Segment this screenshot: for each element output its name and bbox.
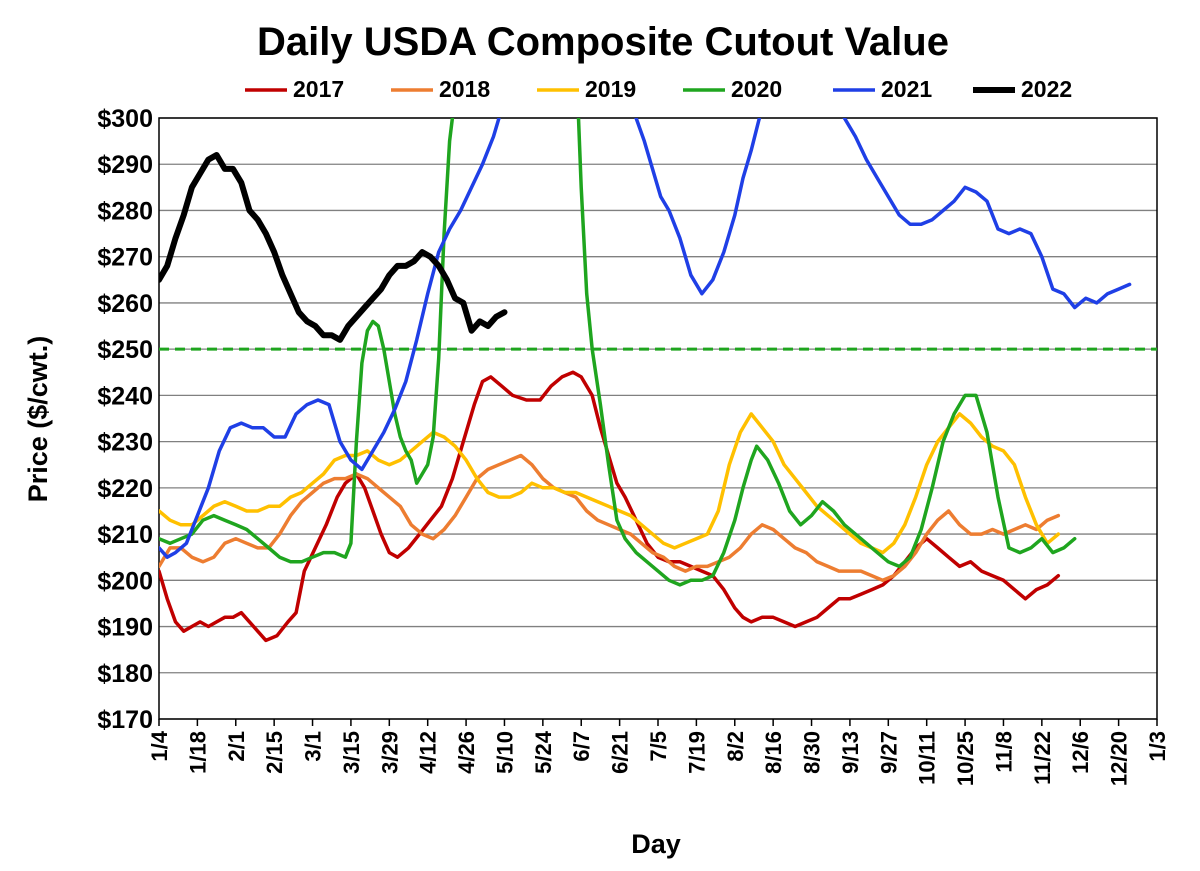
x-tick-label: 7/5 [646,731,671,762]
series-line-2020 [159,118,455,564]
y-axis-ticks: $170 $180 $190 $200 $210 $220 $230 $240 $250 $260… [97,105,153,734]
y-tick-label: $220 [97,475,153,503]
x-tick-label: 9/27 [876,731,901,774]
x-tick-label: 3/29 [377,731,402,774]
x-tick-label: 8/16 [761,731,786,774]
x-tick-label: 3/1 [301,731,326,762]
plot-area [158,117,1158,720]
x-tick-label: 1/18 [185,731,210,774]
x-tick-label: 5/10 [493,731,518,774]
y-tick-label: $200 [97,567,153,595]
legend-label: 2020 [731,76,782,102]
y-tick-label: $170 [97,706,153,734]
y-tick-label: $180 [97,660,153,688]
y-tick-label: $280 [97,197,153,225]
legend: 2017 2018 2019 2020 2021 2022 [245,76,1072,102]
x-axis-ticks: 1/4 1/18 2/1 2/15 3/1 3/15 3/29 4/12 4/26 5/10 5/2… [147,719,1170,786]
x-tick-label: 1/3 [1145,731,1170,762]
legend-item-2018: 2018 [391,76,490,102]
y-tick-label: $260 [97,290,153,318]
series-line-2022 [159,152,508,343]
x-tick-label: 9/13 [838,731,863,774]
x-tick-label: 8/30 [800,731,825,774]
x-tick-label: 10/11 [915,731,940,785]
x-tick-label: 3/15 [339,731,364,774]
legend-label: 2018 [439,76,490,102]
plot-border [158,117,1158,720]
legend-label: 2019 [585,76,636,102]
x-tick-label: 6/7 [569,731,594,762]
x-tick-label: 5/24 [531,730,556,774]
legend-label: 2017 [293,76,344,102]
y-tick-label: $240 [97,382,153,410]
y-axis-label: Price ($/cwt.) [23,336,53,503]
legend-item-2017: 2017 [245,76,344,102]
series-line-2019 [159,412,1061,555]
legend-label: 2022 [1021,76,1072,102]
x-tick-label: 12/6 [1068,731,1093,774]
x-tick-label: 11/22 [1030,731,1055,785]
series-lines [159,118,1132,643]
series-line-2020-part-2 [576,118,1077,587]
x-tick-label: 4/12 [416,731,441,774]
y-tick-label: $300 [97,105,153,133]
legend-label: 2021 [881,76,932,102]
y-tick-label: $230 [97,429,153,457]
y-tick-label: $290 [97,151,153,179]
legend-item-2019: 2019 [537,76,636,102]
x-tick-label: 10/25 [953,731,978,786]
gridlines [159,117,1157,720]
legend-item-2020: 2020 [683,76,782,102]
series-line-2021-part-3 [842,118,1132,310]
y-tick-label: $190 [97,614,153,642]
x-tick-label: 8/2 [723,731,748,762]
x-tick-label: 2/15 [262,731,287,774]
x-tick-label: 12/20 [1107,731,1132,786]
legend-item-2022: 2022 [973,76,1072,102]
x-tick-label: 7/19 [684,731,709,774]
chart-title: Daily USDA Composite Cutout Value [257,20,949,64]
x-axis-label: Day [631,829,681,859]
x-tick-label: 4/26 [454,731,479,774]
x-tick-label: 1/4 [147,730,172,761]
x-tick-label: 11/8 [992,731,1017,773]
series-line-2021 [159,118,501,559]
legend-item-2021: 2021 [833,76,932,102]
y-tick-label: $210 [97,521,153,549]
x-tick-label: 2/1 [224,731,249,762]
x-tick-label: 6/21 [608,731,633,774]
y-tick-label: $270 [97,244,153,272]
series-line-2021-part-2 [634,118,762,296]
series-line-2018 [159,453,1061,583]
y-tick-label: $250 [97,336,153,364]
